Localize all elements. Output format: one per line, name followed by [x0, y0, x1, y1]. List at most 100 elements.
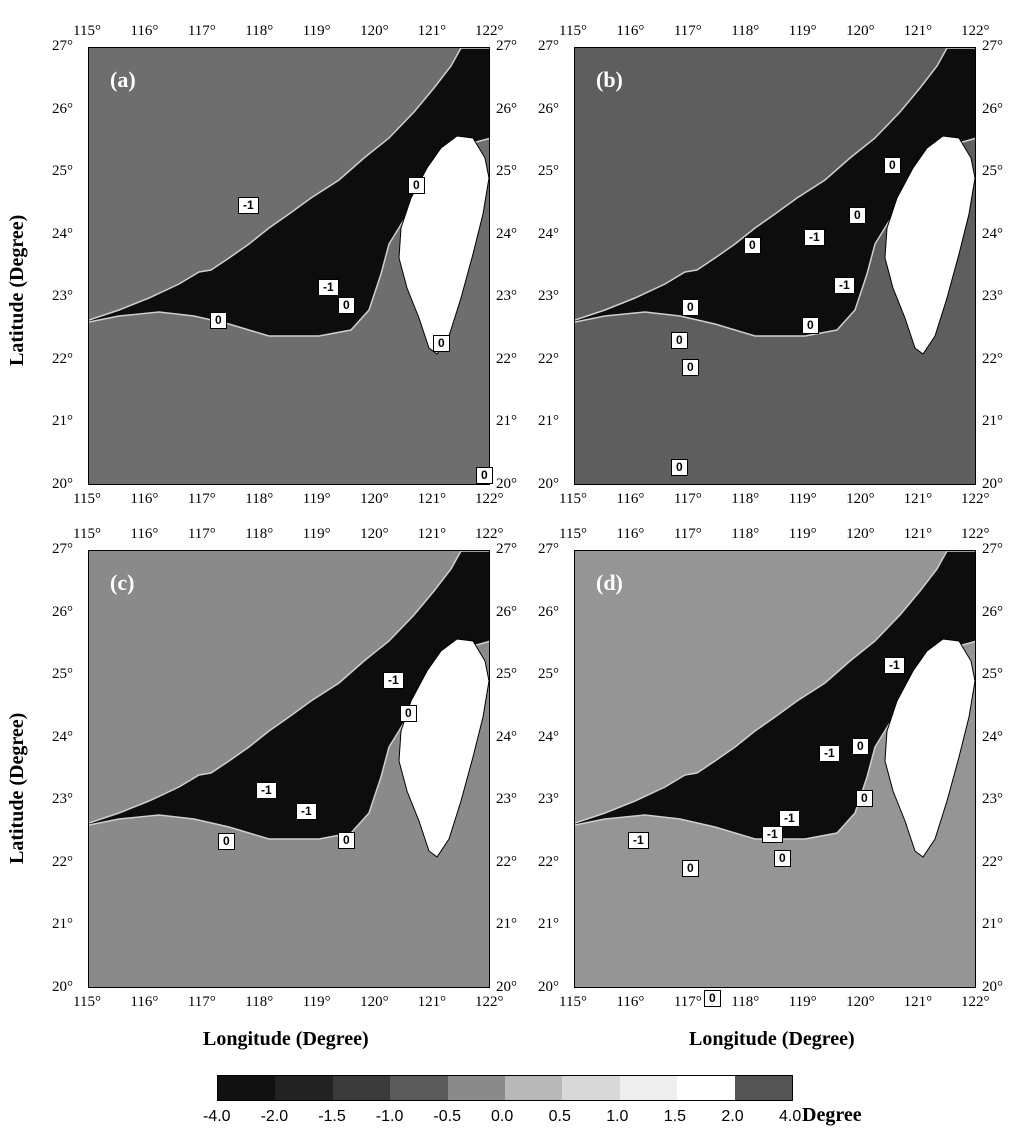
lon-tick-top: 120° [846, 526, 875, 542]
colorbar-tick-label: 0.5 [548, 1108, 571, 1125]
lat-tick-left: 20° [538, 979, 559, 995]
panel-label: (d) [596, 570, 623, 595]
contour-label: 0 [671, 459, 688, 476]
lon-tick-top: 122° [475, 23, 504, 39]
lon-tick-top: 119° [302, 526, 331, 542]
lon-tick-bottom: 121° [903, 994, 933, 1010]
contour-label: 0 [671, 332, 688, 349]
lon-tick-top: 121° [417, 23, 447, 39]
map-frame [574, 47, 976, 485]
contour-label: -1 [296, 803, 317, 820]
lat-tick-right: 21° [496, 916, 517, 933]
map-frame [574, 550, 976, 988]
lon-tick-top: 115° [73, 23, 101, 39]
lon-tick-bottom: 122° [961, 994, 990, 1010]
colorbar-segment [677, 1076, 735, 1100]
contour-label: -1 [318, 279, 339, 296]
lon-tick-bottom: 119° [788, 491, 817, 507]
colorbar-tick-label: -0.5 [433, 1108, 461, 1125]
lat-tick-left: 22° [52, 853, 73, 870]
lon-tick-bottom: 115° [73, 994, 101, 1010]
lat-tick-left: 23° [538, 791, 559, 808]
contour-label: -1 [628, 832, 649, 849]
lon-tick-bottom: 117° [187, 491, 216, 507]
zero-contour-line [89, 48, 489, 337]
lat-tick-left: 22° [538, 853, 559, 870]
lon-tick-top: 118° [245, 23, 274, 39]
lon-tick-top: 122° [475, 526, 504, 542]
lon-tick-bottom: 116° [616, 994, 645, 1010]
contour-label: -1 [819, 745, 840, 762]
lon-tick-bottom: 120° [846, 491, 875, 507]
lon-tick-top: 121° [903, 23, 933, 39]
contour-label: -1 [762, 826, 783, 843]
panel-label: (c) [110, 570, 135, 595]
lat-tick-right: 22° [982, 853, 1003, 870]
contour-label: 0 [682, 299, 699, 316]
lat-tick-left: 24° [52, 225, 73, 242]
contour-label: 0 [433, 335, 450, 352]
lat-tick-right: 22° [496, 350, 517, 367]
lat-tick-right: 27° [982, 38, 1003, 54]
lon-tick-top: 121° [903, 526, 933, 542]
lon-tick-bottom: 117° [187, 994, 216, 1010]
contour-label: 0 [338, 297, 355, 314]
lon-tick-top: 120° [360, 526, 389, 542]
lat-tick-left: 25° [538, 163, 559, 180]
colorbar-tick-label: 1.0 [606, 1108, 629, 1125]
colorbar-tick-label: -1.5 [318, 1108, 346, 1125]
lat-tick-left: 20° [52, 979, 73, 995]
lat-tick-left: 20° [538, 476, 559, 492]
lat-tick-left: 21° [538, 916, 559, 933]
lon-tick-bottom: 115° [73, 491, 101, 507]
map-frame [88, 550, 490, 988]
lat-tick-right: 20° [496, 979, 517, 995]
lat-tick-right: 21° [496, 413, 517, 430]
colorbar-tick-label: 4.0 [779, 1108, 802, 1125]
lon-tick-bottom: 121° [417, 491, 447, 507]
lat-tick-left: 23° [52, 288, 73, 305]
lat-tick-left: 20° [52, 476, 73, 492]
lat-tick-left: 27° [538, 541, 559, 557]
lat-tick-right: 25° [496, 666, 517, 683]
contour-label: 0 [704, 990, 721, 1007]
colorbar-segment [619, 1076, 678, 1100]
lon-tick-top: 116° [616, 526, 645, 542]
lon-tick-top: 118° [731, 23, 760, 39]
map-frame [88, 47, 490, 485]
contour-label: -1 [834, 277, 855, 294]
lat-tick-right: 22° [496, 853, 517, 870]
colorbar-tick-label: -4.0 [203, 1108, 231, 1125]
lat-tick-left: 25° [52, 163, 73, 180]
colorbar-tick-label: 2.0 [721, 1108, 744, 1125]
lat-tick-right: 24° [982, 225, 1003, 242]
zero-contour-line [575, 551, 975, 840]
lat-tick-left: 27° [538, 38, 559, 54]
lat-tick-right: 24° [496, 728, 517, 745]
map-svg [89, 551, 489, 987]
contour-label: 0 [884, 157, 901, 174]
lon-tick-top: 116° [616, 23, 645, 39]
contour-label: 0 [849, 207, 866, 224]
panel-a: (a) -1 -1 0 0 0 0 0 115° 115° 116° 116° 117° 117° 118°… [52, 23, 517, 507]
lon-tick-bottom: 122° [475, 994, 504, 1010]
lat-tick-right: 21° [982, 916, 1003, 933]
contour-label: 0 [744, 237, 761, 254]
panel-label: (b) [596, 67, 623, 92]
coastal-cold-anomaly [575, 551, 975, 839]
lat-tick-right: 23° [982, 791, 1003, 808]
lat-tick-left: 27° [52, 541, 73, 557]
colorbar-segment [562, 1076, 620, 1100]
lon-tick-top: 122° [961, 23, 990, 39]
lon-tick-top: 120° [360, 23, 389, 39]
lat-tick-left: 25° [538, 666, 559, 683]
lat-tick-right: 20° [982, 979, 1003, 995]
taiwan-landmass [884, 135, 975, 355]
lon-tick-bottom: 121° [417, 994, 447, 1010]
lat-tick-left: 24° [538, 728, 559, 745]
lon-tick-top: 118° [245, 526, 274, 542]
lat-tick-left: 22° [538, 350, 559, 367]
contour-label: 0 [852, 738, 869, 755]
lat-tick-right: 26° [496, 100, 517, 117]
lat-tick-left: 23° [538, 288, 559, 305]
